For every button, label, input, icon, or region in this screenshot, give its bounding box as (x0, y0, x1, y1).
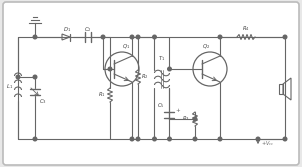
Circle shape (193, 137, 197, 141)
Text: $D_1$: $D_1$ (63, 26, 71, 34)
Text: $R_2$: $R_2$ (141, 72, 149, 81)
Circle shape (218, 35, 222, 39)
Text: $Q_2$: $Q_2$ (202, 43, 210, 51)
Text: $R_4$: $R_4$ (242, 25, 250, 33)
Circle shape (33, 75, 37, 79)
Bar (279, 84, 283, 94)
Text: $L_1$: $L_1$ (6, 82, 14, 92)
Circle shape (136, 137, 140, 141)
Text: $R_3$: $R_3$ (182, 115, 190, 123)
Circle shape (101, 35, 105, 39)
Text: $C_5$: $C_5$ (157, 102, 164, 110)
Text: $T_1$: $T_1$ (158, 55, 165, 63)
Text: $+V_{cc}$: $+V_{cc}$ (261, 140, 274, 148)
Circle shape (193, 117, 197, 121)
Text: $C_2$: $C_2$ (84, 26, 92, 34)
Circle shape (153, 35, 156, 39)
Circle shape (33, 137, 37, 141)
Circle shape (33, 35, 37, 39)
Circle shape (168, 67, 171, 71)
Circle shape (153, 137, 156, 141)
Circle shape (16, 75, 20, 79)
Circle shape (283, 35, 287, 39)
Circle shape (108, 67, 112, 71)
Circle shape (218, 137, 222, 141)
Text: $Q_1$: $Q_1$ (122, 43, 130, 51)
Circle shape (136, 35, 140, 39)
Circle shape (256, 137, 260, 141)
Text: $R_1$: $R_1$ (98, 91, 106, 100)
Text: +: + (175, 108, 180, 113)
Circle shape (283, 137, 287, 141)
Circle shape (168, 137, 171, 141)
Text: $C_3$: $C_3$ (39, 98, 47, 106)
Circle shape (130, 137, 134, 141)
FancyBboxPatch shape (3, 2, 299, 165)
Circle shape (130, 35, 134, 39)
